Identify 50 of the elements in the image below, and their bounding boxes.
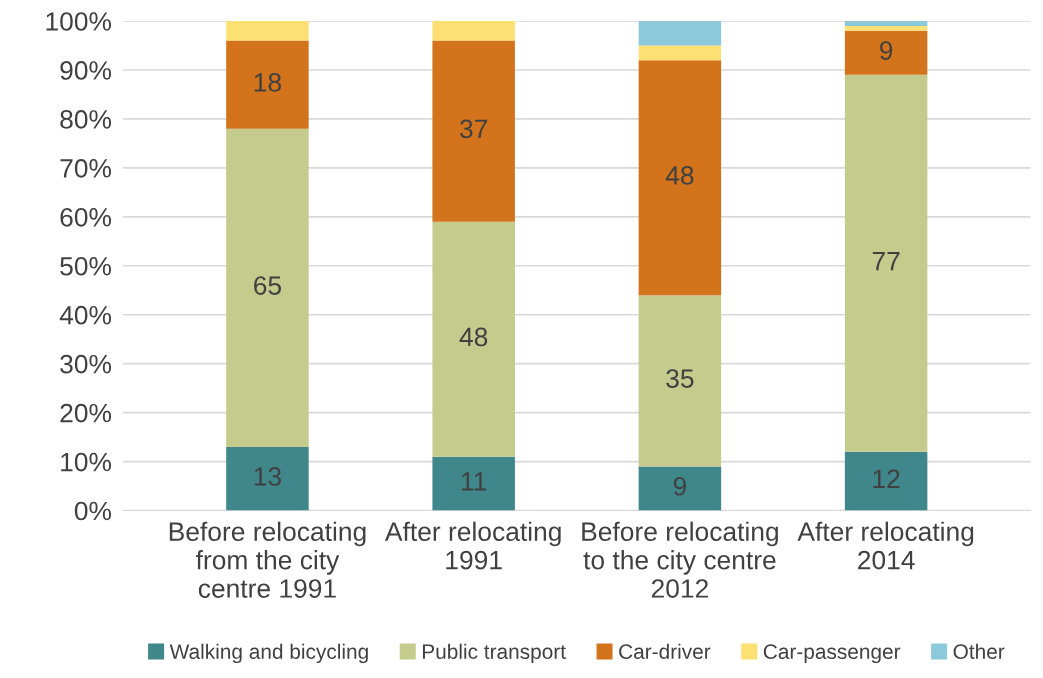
data-label: 37 [460, 119, 488, 139]
y-tick-label: 30% [60, 354, 112, 374]
data-label: 9 [880, 41, 893, 60]
y-tick-label: 20% [60, 403, 112, 423]
data-label: 48 [665, 166, 694, 185]
x-tick-label: After relocating 1991 [384, 521, 561, 570]
bar [432, 40, 515, 222]
x-tick-label: Before relocating from the city centre 1991 [169, 521, 366, 598]
y-tick-label: 0% [74, 501, 112, 521]
y-tick-label: 90% [60, 61, 112, 80]
y-tick-label: 10% [61, 452, 112, 472]
bar [226, 446, 309, 511]
y-tick-label: 70% [60, 159, 112, 178]
data-label: 12 [873, 469, 900, 488]
bar [638, 21, 722, 46]
bar [226, 40, 309, 129]
bar [844, 21, 928, 26]
y-tick-label: 100% [46, 12, 112, 31]
data-label: 9 [673, 476, 686, 496]
bar [844, 30, 928, 75]
y-tick-label: 60% [60, 207, 112, 227]
y-tick-label: 80% [60, 110, 112, 129]
x-tick-label: Before relocating to the city centre 2012 [582, 521, 778, 598]
x-tick-label: After relocating 2014 [797, 521, 974, 570]
legend-label: Public transport [422, 643, 566, 664]
bar [226, 21, 309, 41]
bar [844, 25, 928, 31]
data-label: 11 [461, 472, 487, 491]
bar [638, 60, 722, 296]
legend-label: Car-driver [619, 643, 711, 659]
data-label: 48 [459, 327, 488, 347]
bar [432, 456, 515, 511]
bar [432, 21, 515, 41]
data-label: 35 [666, 369, 694, 388]
data-label: 77 [872, 252, 900, 271]
bar [844, 451, 928, 511]
legend-label: Car-passenger [763, 644, 901, 664]
bar [844, 74, 928, 452]
y-tick-label: 50% [60, 256, 112, 276]
data-label: 65 [254, 276, 282, 295]
y-tick-label: 40% [59, 305, 112, 325]
legend-label: Walking and bicycling [169, 643, 368, 664]
bar [226, 128, 309, 447]
data-label: 18 [254, 73, 281, 92]
bar [638, 45, 722, 61]
legend-label: Other [953, 643, 1005, 659]
data-label: 13 [254, 467, 281, 486]
bar [432, 221, 515, 457]
bar [638, 466, 722, 511]
bar [638, 295, 722, 467]
